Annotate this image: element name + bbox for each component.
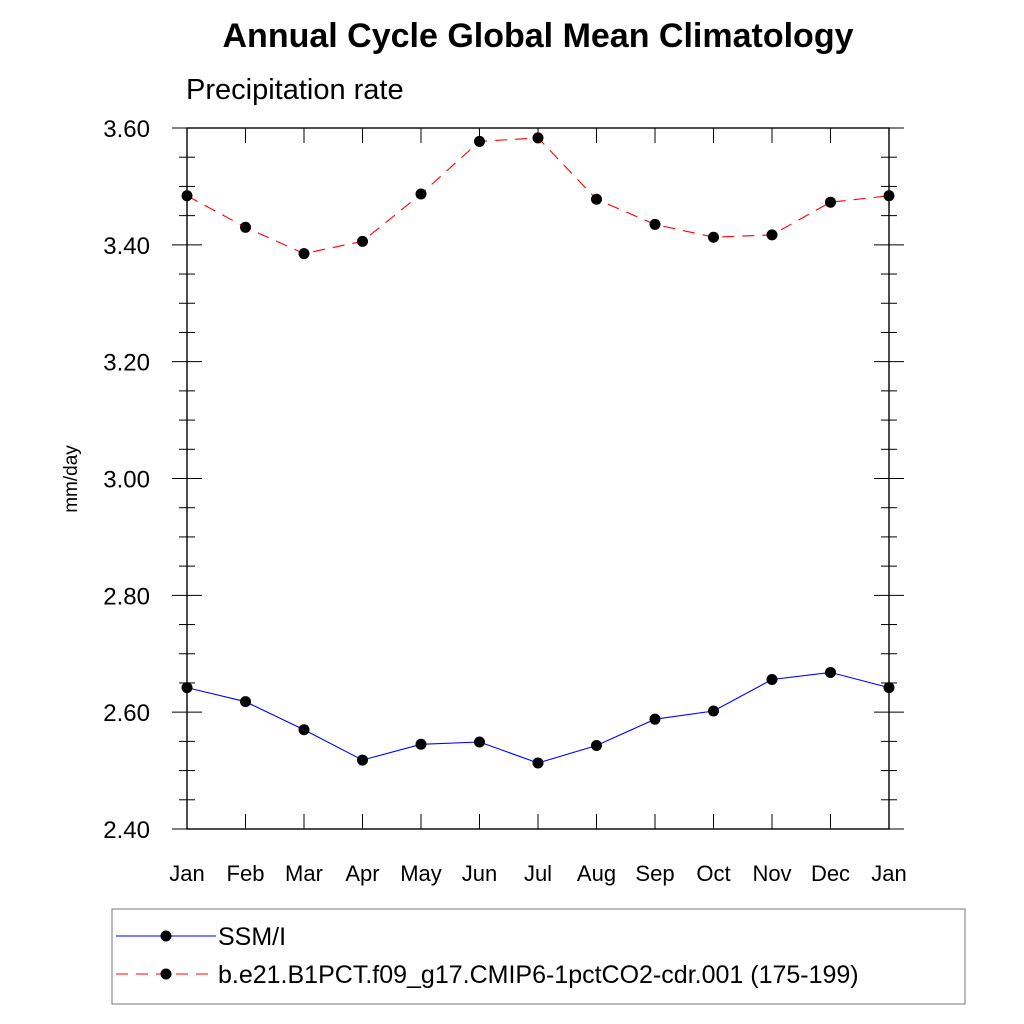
series-1-point: [298, 248, 310, 260]
legend-marker-ssmi: [160, 930, 172, 942]
series-1-point: [825, 196, 836, 208]
series-0-point: [825, 666, 836, 678]
axis-ticks: [172, 127, 904, 830]
plot-frame: [186, 127, 890, 830]
x-tick-label: Jan: [871, 861, 906, 886]
series-1-point: [532, 132, 544, 144]
legend-box: [111, 908, 966, 1005]
x-tick-label: May: [400, 861, 442, 886]
y-tick-label: 3.00: [103, 467, 150, 494]
chart-title: Annual Cycle Global Mean Climatology: [223, 17, 854, 55]
x-tick-label: Feb: [227, 861, 265, 886]
x-tick-labels: Jan Feb Mar Apr May Jun Jul Aug Sep Oct Nov Dec Jan: [169, 861, 906, 886]
y-tick-label: 2.40: [103, 817, 150, 844]
series-line-0: [186, 671, 890, 764]
series-0-point: [298, 724, 310, 736]
x-tick-label: Apr: [345, 861, 379, 886]
series-layer: [181, 132, 895, 769]
y-tick-label: 3.60: [103, 116, 150, 143]
series-0-point: [474, 736, 485, 748]
x-tick-label: Sep: [635, 861, 674, 886]
x-tick-label: Aug: [577, 861, 616, 886]
x-tick-label: Dec: [811, 861, 850, 886]
series-1-point: [240, 221, 251, 233]
series-1-point: [649, 218, 661, 230]
series-1-point: [415, 188, 427, 200]
series-0-point: [415, 738, 427, 750]
series-1-point: [766, 229, 778, 241]
x-tick-label: Oct: [696, 861, 730, 886]
y-tick-label: 3.20: [103, 350, 150, 377]
series-1-point: [708, 231, 719, 243]
y-tick-label: 2.60: [103, 700, 150, 727]
series-0-point: [240, 696, 251, 708]
series-0-point: [591, 739, 602, 751]
x-tick-label: Jul: [524, 861, 552, 886]
series-1-point: [591, 193, 602, 205]
series-0-point: [708, 705, 719, 717]
series-1-point: [474, 135, 485, 147]
legend-marker-model: [160, 968, 172, 980]
legend: SSM/I b.e21.B1PCT.f09_g17.CMIP6-1pctCO2-…: [111, 908, 966, 1005]
series-0-point: [357, 754, 368, 766]
x-tick-label: Mar: [285, 861, 323, 886]
series-0-point: [532, 757, 544, 769]
chart-subtitle: Precipitation rate: [186, 74, 404, 106]
series-0-point: [649, 713, 661, 725]
y-tick-label: 2.80: [103, 583, 150, 610]
y-tick-label: 3.40: [103, 233, 150, 260]
y-tick-labels: 2.40 2.60 2.80 3.00 3.20 3.40 3.60: [103, 116, 150, 844]
x-tick-label: Jun: [462, 861, 497, 886]
series-line-1: [186, 137, 890, 255]
legend-label-ssmi: SSM/I: [218, 923, 286, 951]
x-tick-label: Jan: [169, 861, 204, 886]
x-tick-label: Nov: [752, 861, 791, 886]
series-1-point: [357, 235, 368, 247]
legend-label-model: b.e21.B1PCT.f09_g17.CMIP6-1pctCO2-cdr.00…: [218, 961, 859, 989]
series-0-point: [766, 673, 778, 685]
y-axis-label: mm/day: [61, 445, 82, 513]
